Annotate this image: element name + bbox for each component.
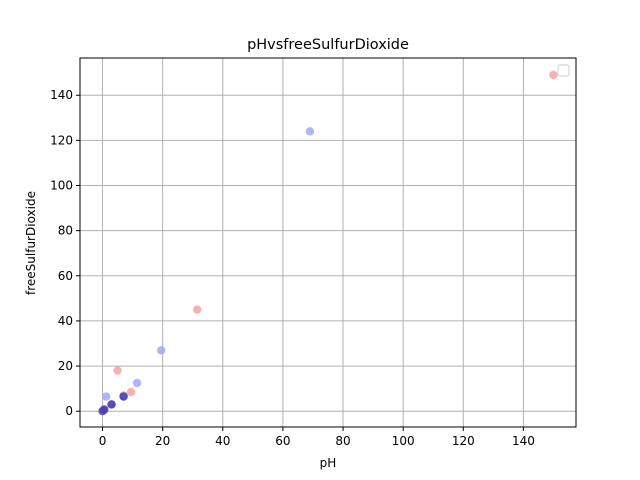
x-tick-label: 100 <box>392 434 415 448</box>
data-point <box>100 405 109 414</box>
x-tick-label: 20 <box>155 434 170 448</box>
legend-box <box>557 64 570 77</box>
data-point <box>113 366 122 375</box>
y-tick-label: 40 <box>58 314 73 328</box>
data-point <box>101 392 111 401</box>
x-tick-label: 140 <box>512 434 535 448</box>
data-point <box>119 392 128 401</box>
y-tick-label: 140 <box>50 88 73 102</box>
y-tick-label: 80 <box>58 224 73 238</box>
x-tick-label: 120 <box>452 434 475 448</box>
data-point <box>126 387 136 397</box>
x-axis-label: pH <box>320 456 337 470</box>
plot-frame <box>79 57 577 428</box>
data-point <box>107 400 116 409</box>
data-point <box>156 346 166 355</box>
axis-ticks: 0 20 40 60 80 100 120 140 0 20 40 60 80 100 120 140 <box>50 88 535 448</box>
data-points <box>98 70 558 416</box>
y-tick-label: 100 <box>50 179 73 193</box>
x-tick-label: 0 <box>99 434 107 448</box>
data-point <box>132 378 142 388</box>
y-tick-label: 20 <box>58 359 73 373</box>
y-tick-label: 120 <box>50 133 73 147</box>
data-point <box>549 70 558 80</box>
x-tick-label: 60 <box>275 434 290 448</box>
y-axis-label: freeSulfurDioxide <box>24 191 38 295</box>
grid <box>80 58 576 427</box>
x-tick-label: 40 <box>215 434 230 448</box>
chart-title: pHvsfreeSulfurDioxide <box>247 37 409 53</box>
x-tick-label: 80 <box>335 434 350 448</box>
y-tick-label: 60 <box>58 269 73 283</box>
data-point <box>305 127 315 136</box>
y-tick-label: 0 <box>65 404 73 418</box>
data-point <box>193 305 202 314</box>
